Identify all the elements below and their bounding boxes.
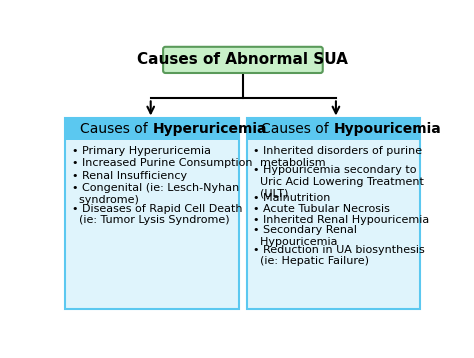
Text: • Reduction in UA biosynthesis
  (ie: Hepatic Failure): • Reduction in UA biosynthesis (ie: Hepa… xyxy=(253,245,425,266)
Text: Causes of: Causes of xyxy=(80,122,152,136)
Text: • Diseases of Rapid Cell Death
  (ie: Tumor Lysis Syndrome): • Diseases of Rapid Cell Death (ie: Tumo… xyxy=(72,204,242,226)
Text: • Secondary Renal
  Hypouricemia: • Secondary Renal Hypouricemia xyxy=(253,226,357,247)
FancyBboxPatch shape xyxy=(163,47,323,73)
Text: Causes of Abnormal SUA: Causes of Abnormal SUA xyxy=(137,52,348,67)
FancyBboxPatch shape xyxy=(65,140,239,309)
Text: • Primary Hyperuricemia: • Primary Hyperuricemia xyxy=(72,146,210,156)
Text: • Inherited Renal Hypouricemia: • Inherited Renal Hypouricemia xyxy=(253,215,429,225)
Text: Causes of: Causes of xyxy=(262,122,334,136)
FancyBboxPatch shape xyxy=(247,118,420,140)
FancyBboxPatch shape xyxy=(247,140,420,309)
Text: Hypouricemia: Hypouricemia xyxy=(334,122,441,136)
Text: • Hypouricemia secondary to
  Uric Acid Lowering Treatment
  (ULT): • Hypouricemia secondary to Uric Acid Lo… xyxy=(253,165,424,199)
Text: • Renal Insufficiency: • Renal Insufficiency xyxy=(72,171,187,181)
Text: • Malnutrition: • Malnutrition xyxy=(253,193,330,203)
FancyBboxPatch shape xyxy=(65,118,239,140)
Text: Hyperuricemia: Hyperuricemia xyxy=(152,122,267,136)
Text: • Congenital (ie: Lesch-Nyhan
  syndrome): • Congenital (ie: Lesch-Nyhan syndrome) xyxy=(72,183,239,205)
Text: • Acute Tubular Necrosis: • Acute Tubular Necrosis xyxy=(253,204,390,214)
Text: • Inherited disorders of purine
  metabolism: • Inherited disorders of purine metaboli… xyxy=(253,146,422,168)
Text: • Increased Purine Consumption: • Increased Purine Consumption xyxy=(72,159,252,169)
